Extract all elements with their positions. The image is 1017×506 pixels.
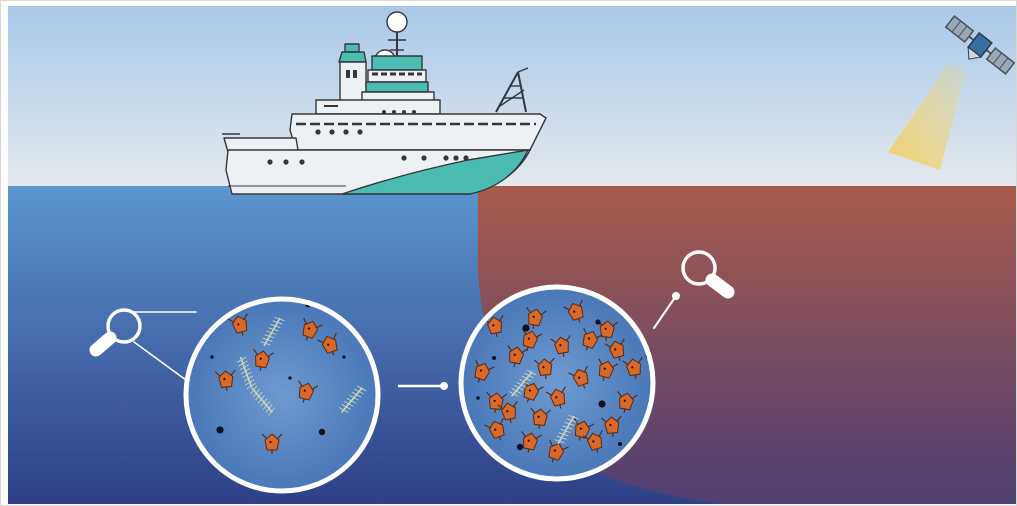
diatom-icon [250,385,276,416]
copepod-icon [604,338,625,361]
bloom-water-sample-panel [458,284,656,482]
copepod-icon [622,357,643,379]
particle-icon [476,396,480,400]
copepod-icon [253,349,274,371]
copepod-icon [598,358,619,381]
particle-icon [598,400,606,408]
copepod-icon [600,415,622,438]
satellite-beam [888,64,966,170]
copepod-icon [563,299,584,323]
magnifier-icon [89,308,197,381]
particle-icon [342,355,346,359]
clear-water-sample-panel [183,296,381,494]
copepod-icon [261,433,283,454]
copepod-icon [617,391,638,413]
satellite-icon [944,15,1016,75]
copepod-icon [521,431,542,453]
particle-icon [318,428,326,436]
particle-icon [516,443,524,451]
copepod-icon [568,365,589,389]
diatom-icon [554,414,579,445]
copepod-icon [530,407,552,430]
particle-icon [522,324,530,332]
diatom-icon [260,316,285,347]
diatom-icon [338,385,367,413]
particle-icon [210,355,214,359]
ship-portholes [267,110,469,165]
copepod-icon [317,332,338,356]
particle-icon [618,442,622,446]
copepod-icon [507,345,528,367]
particle-icon [288,376,292,380]
copepod-icon [550,335,571,357]
copepod-icon [582,327,603,351]
copepod-icon [474,359,495,383]
panel-connector [398,382,448,390]
copepod-icon [214,369,236,392]
particle-icon [492,356,496,360]
diatom-icon [508,369,537,397]
copepod-icon [582,430,603,453]
copepod-icon [574,418,595,441]
copepod-icon [486,391,508,414]
magnifier-icon [653,250,735,329]
particle-icon [595,319,601,325]
copepod-icon [497,401,518,423]
copepod-icon [548,439,569,463]
copepod-icon [526,307,547,329]
diatom-icon [236,356,256,390]
copepod-icon [545,386,566,409]
copepod-icon [522,328,543,351]
copepod-icon [533,357,555,380]
copepod-icon [227,313,248,336]
copepod-icon [302,317,323,341]
copepod-icon [484,417,505,441]
particle-icon [216,426,224,434]
copepod-icon [298,380,319,403]
